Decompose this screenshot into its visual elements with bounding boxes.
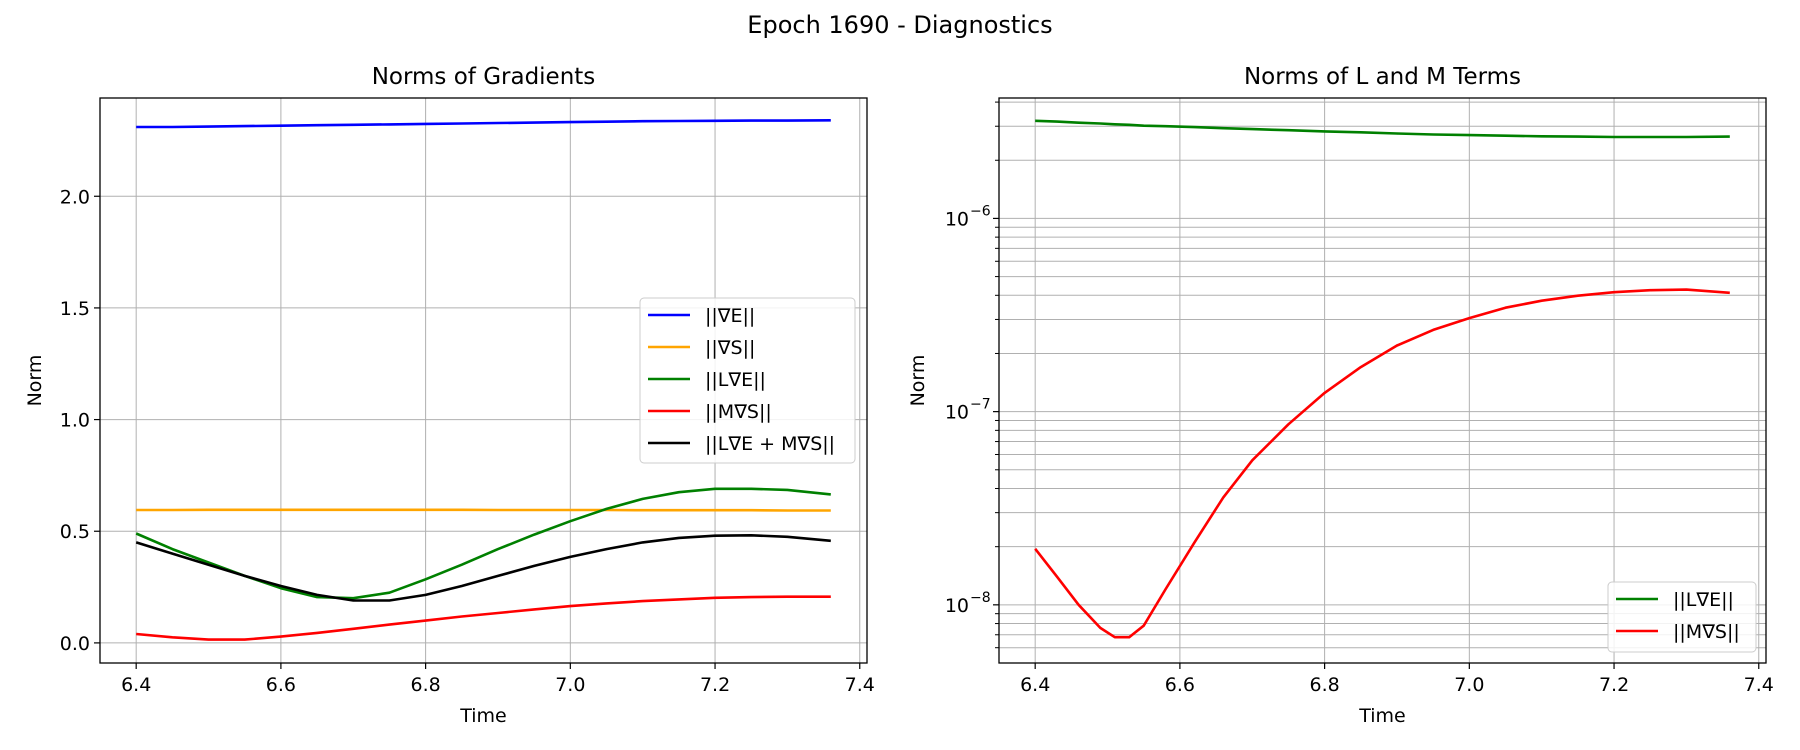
l-m-terms-x-tick-label: 7.2 [1599,674,1629,696]
gradient-norms-x-tick-label: 7.4 [845,674,875,696]
l-m-terms-x-tick-label: 7.0 [1454,674,1484,696]
l-m-terms-legend-label: ||L∇E|| [1673,589,1734,611]
l-m-terms-chart-title: Norms of L and M Terms [1244,64,1521,90]
gradient-norms-y-axis-label: Norm [24,355,46,407]
l-m-terms-y-tick-label: 10 [945,402,969,424]
gradient-norms-chart: 6.4 6.6 6.8 7.0 7.2 7.4 0.0 0.5 1.0 1.5 2.0 Norms … [24,64,875,727]
gradient-norms-legend-label: ||L∇E + M∇S|| [705,433,835,455]
gradient-norms-chart-title: Norms of Gradients [372,64,596,90]
gradient-norms-y-tick-label: 2.0 [60,186,90,208]
gradient-norms-x-tick-label: 6.6 [266,674,296,696]
figure-suptitle: Epoch 1690 - Diagnostics [747,11,1052,39]
l-m-terms-y-axis-label: Norm [907,355,929,407]
gradient-norms-series-line-l-e-m-s [135,533,831,602]
l-m-terms-plot-frame [998,97,1767,664]
gradient-norms-legend-label: ||M∇S|| [705,401,772,423]
l-m-terms-y-tick-label: 10 [945,595,969,617]
l-m-terms-legend-label: ||M∇S|| [1673,621,1740,643]
l-m-terms-y-tick-exponent: −7 [970,397,991,413]
l-m-terms-series-line-m-s [1034,288,1730,639]
l-m-terms-x-tick-label: 6.6 [1165,674,1195,696]
gradient-norms-series-line-s [136,508,831,512]
l-m-terms-x-axis-label: Time [1358,705,1406,727]
gradient-norms-x-tick-label: 7.2 [700,674,730,696]
gradient-norms-series-line-e [136,119,831,129]
l-m-terms-chart: 6.4 6.6 6.8 7.0 7.2 7.410−810−710−6 Norms of … [907,64,1774,727]
gradient-norms-legend-label: ||∇S|| [705,337,755,359]
l-m-terms-y-tick-exponent: −6 [970,203,991,219]
gradient-norms-series-line-m-s [136,595,831,641]
gradient-norms-y-tick-label: 1.5 [60,298,90,320]
gradient-norms-plot-frame [99,97,868,664]
l-m-terms-series-line-l-e [1035,119,1730,139]
gradient-norms-y-tick-label: 1.0 [60,410,90,432]
gradient-norms-x-tick-label: 6.8 [411,674,441,696]
gradient-norms-legend-label: ||L∇E|| [705,369,766,391]
l-m-terms-x-tick-label: 6.4 [1020,674,1050,696]
l-m-terms-y-tick-exponent: −8 [970,590,991,606]
l-m-terms-y-tick-label: 10 [945,208,969,230]
gradient-norms-y-tick-label: 0.5 [60,521,90,543]
gradient-norms-legend-label: ||∇E|| [705,305,755,327]
gradient-norms-x-tick-label: 6.4 [121,674,151,696]
l-m-terms-x-tick-label: 7.4 [1744,674,1774,696]
gradient-norms-legend [639,297,856,464]
l-m-terms-x-tick-label: 6.8 [1310,674,1340,696]
gradient-norms-x-tick-label: 7.0 [555,674,585,696]
gradient-norms-x-axis-label: Time [459,705,507,727]
gradient-norms-y-tick-label: 0.0 [60,633,90,655]
